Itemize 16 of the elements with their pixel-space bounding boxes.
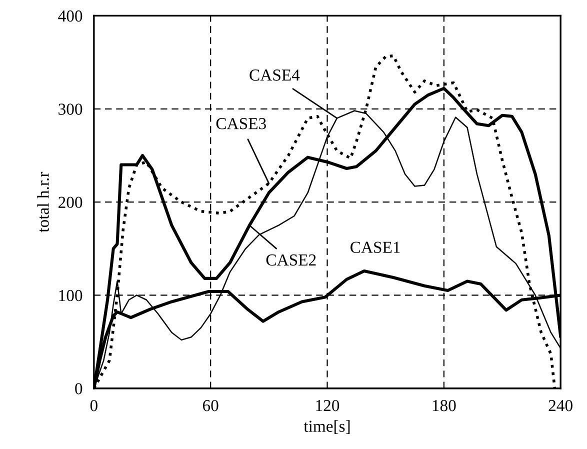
series-label: CASE3 [216,118,266,130]
x-tick-label: 240 [548,400,572,412]
x-axis-title: time[s] [304,420,350,434]
y-tick-label: 400 [58,10,82,22]
y-tick-label: 300 [58,104,82,115]
x-tick-label: 180 [432,400,456,412]
legend-label: CASE2 [266,254,316,266]
y-axis-title: total h.r.r [37,172,49,232]
y-tick-label: 100 [59,290,82,302]
x-tick-label: 120 [316,400,340,412]
text: CASE4 [250,70,300,81]
x-tick-label: 60 [202,400,218,412]
y-tick-label: 200 [58,196,82,208]
x-tick-label: 0 [90,400,98,412]
y-tick-label: 0 [75,383,82,394]
series-label: CASE1 [350,242,400,253]
